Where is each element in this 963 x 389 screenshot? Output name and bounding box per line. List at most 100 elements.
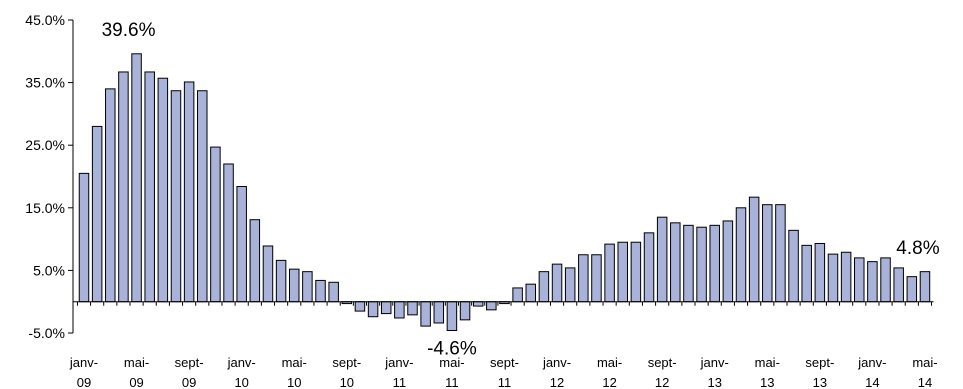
bar <box>472 301 484 307</box>
bar <box>407 301 418 316</box>
x-tick-label: 13 <box>813 375 827 389</box>
bar <box>183 81 195 303</box>
x-tick-label: 09 <box>77 375 91 389</box>
x-tick-label: 11 <box>445 375 459 389</box>
data-labels: 39.6% -4.6% 4.8% <box>102 20 940 359</box>
x-tick-label: 13 <box>707 375 721 389</box>
x-tick-label: mai- <box>124 355 149 370</box>
x-tick-label: 14 <box>918 375 932 389</box>
x-tick-label: 10 <box>234 375 248 389</box>
x-axis: janv- 09 mai- 09 sept- 09 janv- 10 mai- 10 sept- 10… <box>69 301 938 389</box>
bar <box>906 276 918 303</box>
bar <box>748 196 760 303</box>
bar <box>328 281 339 303</box>
bar <box>591 254 602 303</box>
bar <box>131 53 142 303</box>
bar <box>670 222 681 303</box>
x-tick-label: sept- <box>332 355 361 370</box>
bar <box>275 259 287 303</box>
bar <box>893 267 904 303</box>
x-tick-label: mai- <box>912 355 937 370</box>
bar <box>854 257 865 303</box>
x-tick-label: 09 <box>182 375 196 389</box>
data-label: -4.6% <box>427 338 477 359</box>
bar <box>630 241 642 303</box>
bar <box>801 244 812 303</box>
y-tick-label: 25.0% <box>25 137 65 153</box>
x-tick-label: sept- <box>490 355 519 370</box>
bar <box>197 90 208 303</box>
bar <box>840 251 852 303</box>
bar <box>735 207 747 303</box>
x-tick-label: 10 <box>287 375 301 389</box>
x-tick-label: 11 <box>498 375 512 389</box>
x-tick-label: mai- <box>597 355 622 370</box>
bar <box>315 279 326 303</box>
bar <box>394 301 405 319</box>
bars <box>78 53 931 332</box>
bar <box>249 219 261 303</box>
bar <box>512 287 523 303</box>
x-tick-label: janv- <box>227 355 256 370</box>
bar <box>814 242 826 303</box>
x-tick-label: mai- <box>282 355 307 370</box>
bar <box>210 146 221 303</box>
bar <box>236 186 247 303</box>
bar <box>696 226 707 303</box>
bar <box>775 204 786 303</box>
bar <box>880 257 891 303</box>
bar <box>170 90 182 303</box>
bar <box>709 224 720 303</box>
x-tick-label: 11 <box>393 375 407 389</box>
x-tick-label: sept- <box>805 355 834 370</box>
bar <box>604 243 615 303</box>
bar <box>788 229 799 303</box>
bar <box>91 125 103 303</box>
y-tick-label: 15.0% <box>25 200 65 216</box>
x-tick-label: janv- <box>384 355 413 370</box>
bar <box>354 301 366 312</box>
bar <box>288 268 300 303</box>
bar <box>302 271 313 303</box>
y-tick-label: 45.0% <box>25 12 65 28</box>
x-tick-label: mai- <box>755 355 780 370</box>
bar <box>78 172 90 303</box>
x-tick-label: 10 <box>340 375 354 389</box>
bar <box>105 88 116 303</box>
bar <box>420 301 431 327</box>
x-tick-label: sept- <box>175 355 204 370</box>
y-tick-label: 35.0% <box>25 75 65 91</box>
x-tick-label: 12 <box>655 375 669 389</box>
x-tick-label: janv- <box>700 355 729 370</box>
bar <box>551 263 563 303</box>
data-label: 4.8% <box>896 238 939 259</box>
bar <box>643 232 655 303</box>
x-tick-label: mai- <box>439 355 464 370</box>
bar <box>919 271 931 303</box>
bar <box>564 267 576 303</box>
bar <box>762 204 773 303</box>
bar <box>867 261 878 303</box>
bar <box>433 301 445 324</box>
y-tick-label: 5.0% <box>33 262 65 278</box>
bar <box>262 245 274 303</box>
x-tick-label: janv- <box>69 355 98 370</box>
x-tick-label: janv- <box>542 355 571 370</box>
bar <box>118 71 129 303</box>
x-tick-label: 12 <box>602 375 616 389</box>
bar <box>656 216 668 303</box>
bar <box>157 77 169 303</box>
x-tick-label: 13 <box>760 375 774 389</box>
x-tick-label: 12 <box>550 375 564 389</box>
bar <box>486 301 497 311</box>
bar <box>459 301 471 321</box>
x-tick-label: 09 <box>129 375 143 389</box>
x-tick-label: 14 <box>865 375 879 389</box>
bar <box>525 283 537 303</box>
x-tick-label: janv- <box>857 355 886 370</box>
bar <box>223 163 234 303</box>
bar <box>380 301 392 315</box>
bar <box>683 224 694 303</box>
bar <box>538 271 550 303</box>
bar <box>578 254 589 303</box>
